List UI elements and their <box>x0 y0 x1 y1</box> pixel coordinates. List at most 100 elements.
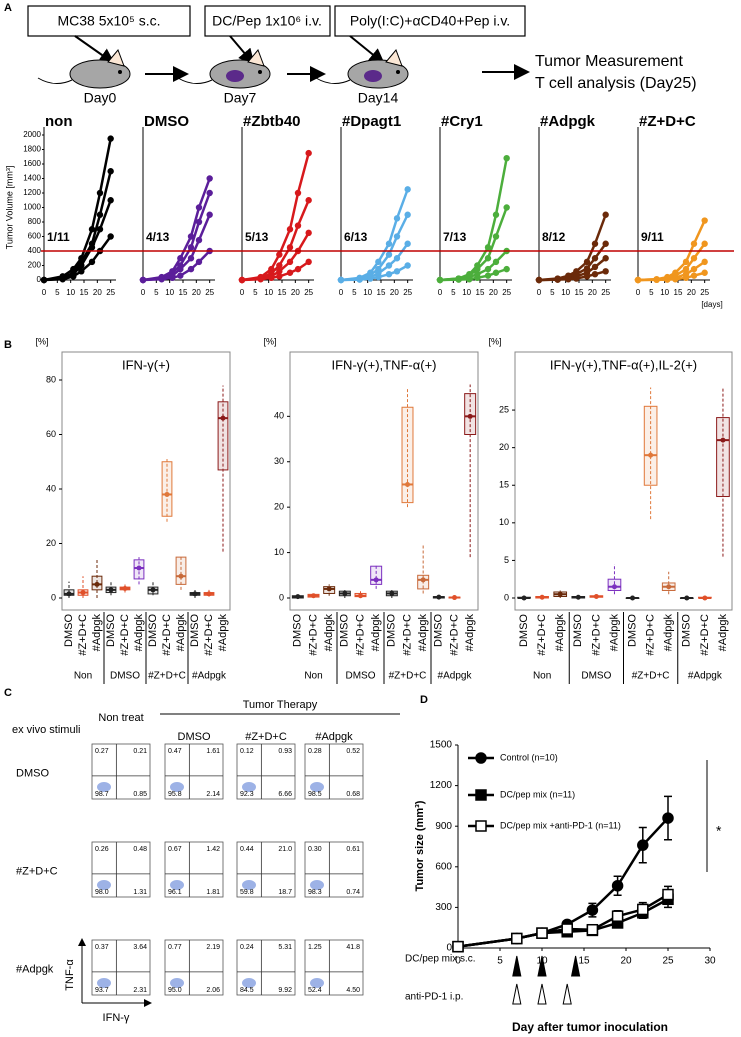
growth-point <box>385 271 393 278</box>
y-tick-label: 0 <box>446 943 452 954</box>
x-tick-label: #Z+D+C <box>161 614 173 656</box>
growth-point <box>492 258 500 266</box>
ratio-label: 9/11 <box>641 230 664 244</box>
cell-population <box>310 782 324 792</box>
median-point <box>178 573 184 579</box>
growth-point <box>107 233 114 240</box>
growth-point <box>404 211 411 218</box>
cell-population <box>310 978 324 988</box>
group-label: #Adpgk <box>438 671 473 682</box>
x-tick-label: 15 <box>578 956 590 967</box>
growth-point <box>565 276 572 283</box>
x-tick-label: DMSO <box>572 614 584 647</box>
series-point <box>637 903 649 916</box>
y-tick-label: 40 <box>274 411 284 421</box>
growth-point <box>701 258 708 266</box>
group-label: #Z+D+C <box>632 671 670 682</box>
series-point <box>586 923 599 936</box>
quadrant-value: 59.8 <box>240 889 254 896</box>
y-tick-label: 1600 <box>23 159 41 168</box>
x-axis-label: Day after tumor inoculation <box>512 1020 668 1034</box>
group-title: non <box>45 113 73 130</box>
box <box>217 401 229 471</box>
growth-point <box>96 211 104 218</box>
growth-point <box>305 149 312 157</box>
growth-point <box>583 258 591 266</box>
growth-line <box>340 243 409 282</box>
median-point <box>720 437 726 443</box>
y-tick-label: 1000 <box>23 203 41 212</box>
row-label: #Adpgk <box>16 963 54 975</box>
growth-point <box>367 275 374 282</box>
growth-point <box>602 211 609 218</box>
growth-point <box>276 268 283 275</box>
x-tick-label: #Adpgk <box>175 614 187 652</box>
quadrant-value: 2.31 <box>133 987 147 994</box>
x-tick-label: 15 <box>278 288 287 297</box>
quadrant-value: 0.47 <box>168 748 182 755</box>
growth-point <box>286 226 294 233</box>
series-point <box>536 927 548 939</box>
growth-point <box>690 265 698 273</box>
x-tick-label: DMSO <box>105 614 117 647</box>
y-tick-label: 0 <box>37 275 42 284</box>
growth-point <box>268 274 275 282</box>
x-tick-label: #Z+D+C <box>119 614 131 656</box>
x-tick-label: 25 <box>205 288 214 297</box>
legend-label: DC/pep mix (n=11) <box>500 789 575 799</box>
growth-point <box>177 255 184 262</box>
quadrant-value: 0.37 <box>95 944 109 951</box>
median-point <box>94 581 100 587</box>
day-label: Day0 <box>84 90 117 106</box>
significance: * <box>716 823 722 839</box>
growth-point <box>385 251 393 258</box>
median-point <box>136 565 142 571</box>
growth-point <box>158 276 165 283</box>
legend-label: Control (n=10) <box>500 752 558 762</box>
growth-point <box>206 211 213 218</box>
quadrant-value: 6.66 <box>278 791 292 798</box>
legend-marker <box>475 789 487 801</box>
row-label: DMSO <box>16 767 49 779</box>
x-tick-label: DMSO <box>339 614 351 647</box>
x-tick-label: DMSO <box>626 614 638 647</box>
growth-point <box>107 197 114 204</box>
x-tick-label: 5 <box>55 288 60 297</box>
growth-point <box>393 255 401 262</box>
growth-line <box>241 152 310 282</box>
x-tick-label: 5 <box>649 288 654 297</box>
cell-population <box>310 880 324 890</box>
x-tick-label: DMSO <box>189 614 201 647</box>
y-tick-label: 0 <box>504 592 509 602</box>
cell-population <box>242 782 256 792</box>
x-tick-label: 30 <box>704 956 716 967</box>
y-tick-label: 20 <box>274 502 284 512</box>
growth-point <box>59 276 66 283</box>
x-tick-label: 15 <box>575 288 584 297</box>
median-point <box>80 590 86 596</box>
row-header: ex vivo stimuli <box>12 724 80 736</box>
x-tick-label: 0 <box>537 288 542 297</box>
growth-point <box>96 189 104 197</box>
injection-arrow <box>537 983 547 1005</box>
x-tick-label: 25 <box>601 288 610 297</box>
y-tick-label: 20 <box>46 538 56 548</box>
x-tick-label: #Adpgk <box>217 614 229 652</box>
group-label: #Z+D+C <box>148 671 186 682</box>
x-tick-label: 20 <box>93 288 102 297</box>
x-tick-label: 25 <box>700 288 709 297</box>
x-tick-label: 0 <box>240 288 245 297</box>
x-tick-label: #Z+D+C <box>645 614 657 656</box>
ratio-label: 5/13 <box>245 230 269 244</box>
x-tick-label: 0 <box>636 288 641 297</box>
quadrant-value: 98.7 <box>95 791 109 798</box>
cell-population <box>170 880 184 890</box>
x-tick-label: DMSO <box>681 614 693 647</box>
growth-point <box>276 262 283 269</box>
growth-point <box>88 258 96 266</box>
group-label: #Z+D+C <box>389 671 427 682</box>
series-point <box>611 879 624 892</box>
panel-label: A <box>4 2 12 14</box>
growth-point <box>484 272 492 279</box>
